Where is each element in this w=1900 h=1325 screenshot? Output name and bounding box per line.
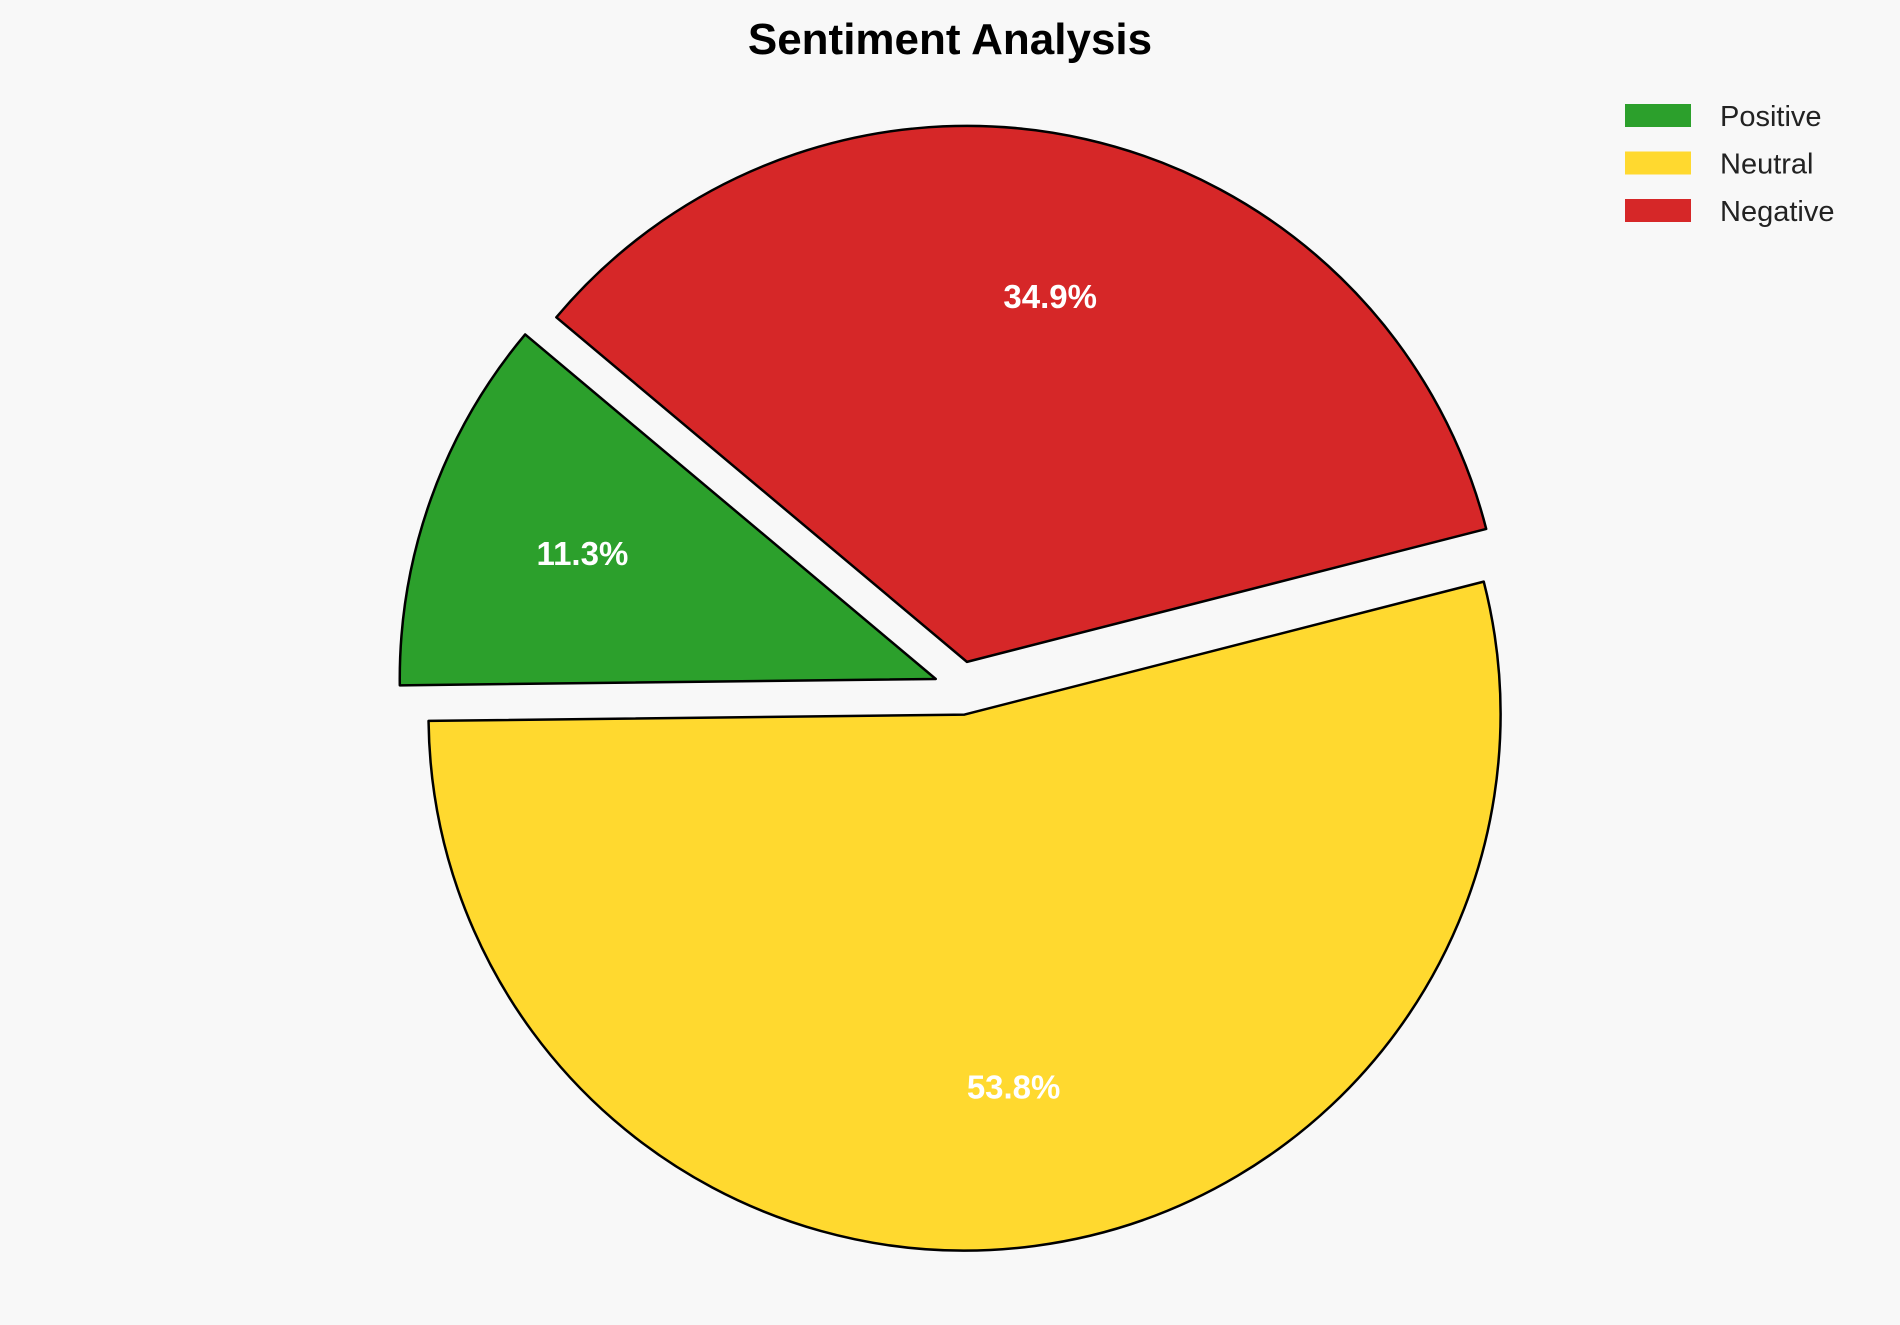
legend-label-negative: Negative bbox=[1720, 196, 1834, 228]
slice-label-neutral: 53.8% bbox=[967, 1069, 1061, 1106]
slice-label-positive: 11.3% bbox=[537, 535, 629, 572]
chart-title: Sentiment Analysis bbox=[748, 15, 1152, 64]
pie-slice-positive bbox=[398, 333, 938, 687]
legend-swatch-neutral bbox=[1625, 151, 1691, 175]
slice-label-negative: 34.9% bbox=[1003, 278, 1097, 315]
legend-swatch-negative bbox=[1625, 199, 1691, 222]
legend-label-positive: Positive bbox=[1720, 101, 1822, 133]
legend-label-neutral: Neutral bbox=[1720, 149, 1814, 181]
pie-slice-neutral bbox=[427, 580, 1502, 1252]
legend: Positive Neutral Negative bbox=[1625, 101, 1834, 228]
legend-swatch-positive bbox=[1625, 104, 1691, 127]
pie-slice-negative bbox=[555, 124, 1488, 664]
